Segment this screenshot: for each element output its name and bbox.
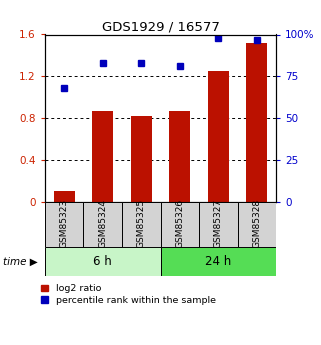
Legend: log2 ratio, percentile rank within the sample: log2 ratio, percentile rank within the s… <box>39 283 218 307</box>
Bar <box>92 111 113 202</box>
Bar <box>131 116 152 202</box>
Text: GSM85327: GSM85327 <box>214 199 223 248</box>
Text: time ▶: time ▶ <box>3 256 38 266</box>
Bar <box>122 202 160 247</box>
Text: GSM85323: GSM85323 <box>60 199 69 248</box>
Text: GSM85324: GSM85324 <box>98 199 107 248</box>
Text: GSM85328: GSM85328 <box>252 199 261 248</box>
Bar <box>208 71 229 202</box>
Bar <box>169 111 190 202</box>
Bar <box>45 247 160 276</box>
Bar <box>160 202 199 247</box>
Bar <box>160 247 276 276</box>
Bar <box>54 191 75 202</box>
Title: GDS1929 / 16577: GDS1929 / 16577 <box>101 20 220 33</box>
Text: GSM85326: GSM85326 <box>175 199 184 248</box>
Text: 24 h: 24 h <box>205 255 231 268</box>
Bar <box>199 202 238 247</box>
Bar <box>83 202 122 247</box>
Text: GSM85325: GSM85325 <box>137 199 146 248</box>
Bar <box>45 202 83 247</box>
Bar <box>246 43 267 202</box>
Bar <box>238 202 276 247</box>
Text: 6 h: 6 h <box>93 255 112 268</box>
